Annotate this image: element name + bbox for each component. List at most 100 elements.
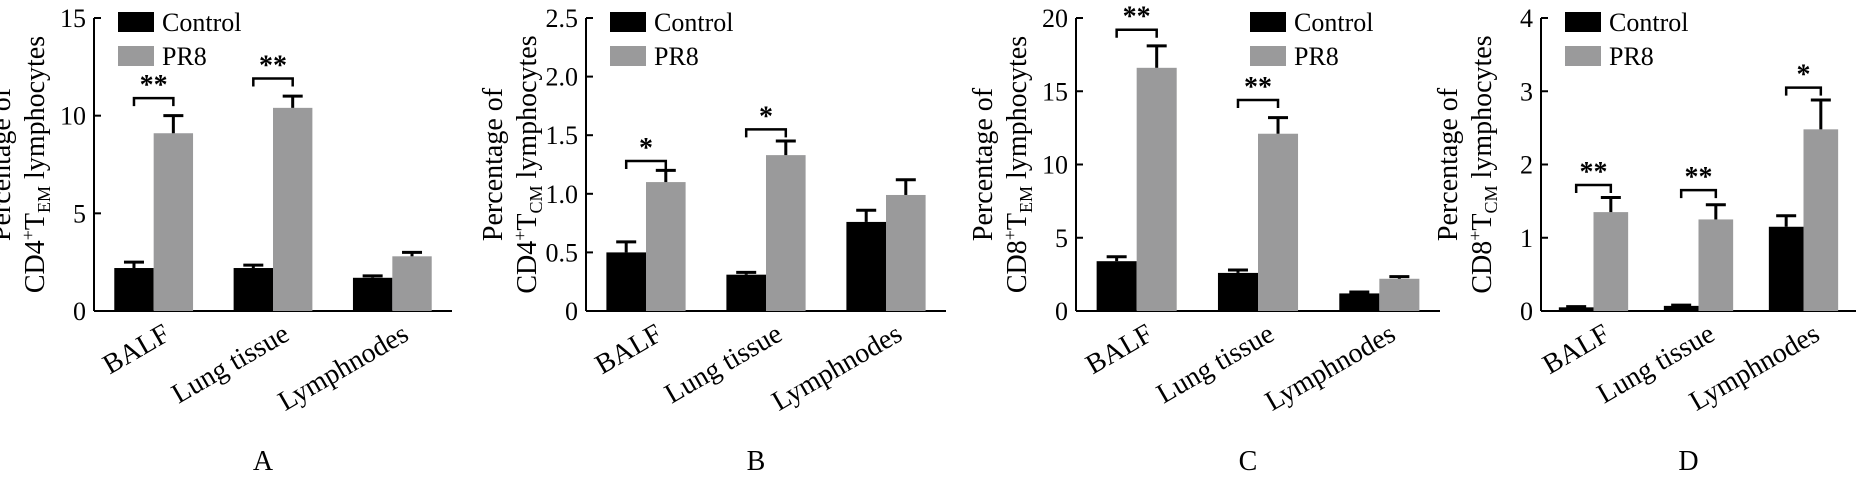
bar-control-lung-tissue (726, 274, 766, 311)
y-tick-label: 1 (1520, 224, 1533, 253)
y-tick-label: 5 (73, 199, 86, 228)
significance-bracket (1236, 98, 1280, 109)
y-tick-label: 1.5 (546, 121, 579, 150)
legend-swatch-pr8 (1565, 46, 1601, 66)
category-label: BALF (1081, 318, 1158, 381)
y-tick-label: 15 (1042, 77, 1068, 106)
y-tick-label: 4 (1520, 4, 1533, 33)
y-axis-label: Percentage ofCD4+TCM lymphocytes (478, 35, 546, 293)
legend-label-pr8: PR8 (1609, 42, 1654, 71)
legend-swatch-control (1565, 12, 1601, 32)
y-tick-label: 5 (1055, 224, 1068, 253)
significance-bracket (1679, 188, 1718, 199)
y-axis-label: Percentage ofCD4+TEM lymphocytes (0, 36, 54, 293)
category-label: Lymphnodes (1260, 318, 1401, 417)
significance-bracket (1784, 86, 1823, 96)
bar-control-lymphnodes (352, 277, 393, 311)
significance-label: ** (1123, 2, 1151, 33)
y-tick-label: 10 (60, 102, 86, 131)
category-label: BALF (590, 318, 667, 381)
significance-label: ** (1244, 72, 1272, 103)
significance-bracket (1115, 28, 1158, 38)
category-label: Lung tissue (660, 318, 788, 410)
legend-label-pr8: PR8 (1294, 42, 1339, 71)
panel-letter: B (747, 446, 766, 477)
bar-control-balf (1096, 261, 1137, 311)
significance-bracket (132, 96, 175, 107)
y-tick-label: 0.5 (546, 238, 579, 267)
bar-control-lymphnodes (1768, 226, 1804, 311)
y-tick-label: 10 (1042, 151, 1068, 180)
y-tick-label: 1.0 (546, 180, 579, 209)
category-label: Lung tissue (1152, 318, 1280, 410)
bar-pr8-balf (153, 133, 194, 311)
bar-control-lymphnodes (1339, 293, 1380, 311)
y-axis-label: Percentage ofCD8+TCM lymphocytes (1433, 35, 1501, 293)
bar-control-lung-tissue (1663, 305, 1699, 311)
bar-control-lymphnodes (846, 221, 886, 311)
legend-label-control: Control (1294, 8, 1373, 37)
bar-pr8-lung-tissue (1258, 133, 1299, 311)
significance-bracket (252, 77, 294, 87)
category-label: Lymphnodes (273, 318, 414, 417)
bar-pr8-lymphnodes (1379, 278, 1420, 311)
bar-control-balf (606, 252, 646, 311)
category-label: BALF (1538, 318, 1615, 381)
bar-pr8-lymphnodes (1803, 129, 1839, 311)
y-tick-label: 0 (1520, 297, 1533, 326)
bar-pr8-balf (1136, 67, 1177, 311)
category-label: Lymphnodes (767, 318, 908, 417)
significance-label: ** (1580, 157, 1608, 188)
y-tick-label: 0 (1055, 297, 1068, 326)
legend-swatch-pr8 (610, 46, 646, 66)
significance-bracket (624, 159, 668, 169)
bar-control-balf (114, 268, 154, 311)
legend-label-control: Control (654, 8, 733, 37)
legend-swatch-control (1250, 12, 1286, 32)
legend-swatch-control (610, 12, 646, 32)
bar-control-lung-tissue (233, 268, 273, 311)
panel-letter: C (1239, 446, 1258, 477)
significance-label: ** (259, 51, 287, 82)
y-tick-label: 20 (1042, 4, 1068, 33)
bar-control-lung-tissue (1217, 272, 1258, 311)
panel-letter: A (253, 446, 274, 477)
significance-label: ** (1685, 162, 1713, 193)
y-tick-label: 0 (565, 297, 578, 326)
bar-pr8-lymphnodes (886, 194, 926, 311)
bar-pr8-balf (1593, 212, 1629, 311)
bar-pr8-lung-tissue (273, 107, 313, 311)
y-tick-label: 0 (73, 297, 86, 326)
chart-panel-d: 0 1 2 3 4 Percentage ofCD8+TCM lymphocytes BAL… (1433, 4, 1856, 477)
y-tick-label: 3 (1520, 77, 1533, 106)
legend-swatch-pr8 (118, 46, 154, 66)
significance-label: ** (140, 70, 168, 101)
significance-bracket (1574, 183, 1613, 194)
legend-swatch-control (118, 12, 154, 32)
bar-pr8-lymphnodes (392, 256, 432, 311)
significance-label: * (639, 133, 653, 164)
category-label: BALF (98, 318, 175, 381)
legend-label-pr8: PR8 (654, 42, 699, 71)
legend-label-control: Control (162, 8, 241, 37)
legend-swatch-pr8 (1250, 46, 1286, 66)
significance-bracket (744, 128, 788, 138)
y-axis-label: Percentage ofCD8+TEM lymphocytes (968, 36, 1036, 293)
y-tick-label: 2 (1520, 151, 1533, 180)
y-tick-label: 2.0 (546, 63, 579, 92)
y-tick-label: 15 (60, 4, 86, 33)
significance-label: * (1797, 60, 1811, 91)
bar-pr8-lung-tissue (1698, 219, 1734, 311)
significance-label: * (759, 101, 773, 132)
panel-letter: D (1678, 446, 1698, 477)
legend-label-control: Control (1609, 8, 1688, 37)
bar-pr8-lung-tissue (766, 155, 806, 311)
bar-control-balf (1558, 307, 1594, 311)
bar-pr8-balf (646, 182, 686, 311)
y-tick-label: 2.5 (546, 4, 579, 33)
legend-label-pr8: PR8 (162, 42, 207, 71)
